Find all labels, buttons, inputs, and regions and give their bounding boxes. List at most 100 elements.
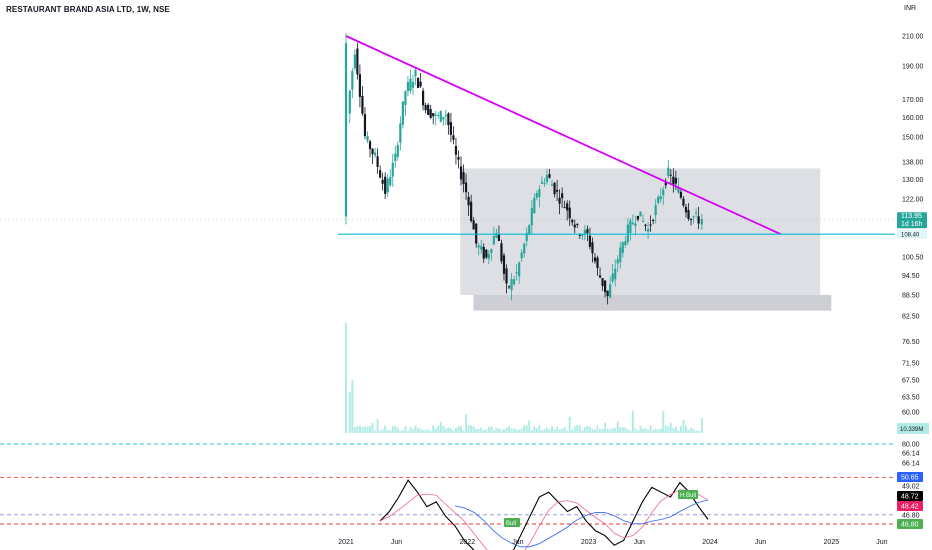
rsi-tick-label: 46.80	[902, 513, 920, 520]
candle-body	[520, 252, 523, 259]
candle-body	[581, 234, 584, 236]
volume-bar	[356, 426, 359, 433]
candle-body	[561, 193, 564, 199]
volume-bar	[568, 416, 571, 433]
candle-body	[439, 111, 442, 122]
candle-body	[492, 236, 495, 245]
volume-bar	[460, 426, 463, 433]
candle-body	[566, 203, 569, 211]
candle-body	[538, 189, 541, 197]
candle-body	[578, 234, 581, 236]
candle-body	[629, 220, 632, 233]
last-price-tag	[897, 212, 927, 229]
x-tick-label: Jun	[755, 539, 766, 546]
volume-bar	[381, 429, 384, 433]
volume-bar	[642, 428, 645, 433]
volume-bar	[477, 428, 480, 433]
volume-bar	[465, 414, 468, 433]
y-tick-label: 82.50	[902, 314, 920, 321]
y-tick-label: 160.00	[902, 115, 924, 122]
candle-body	[619, 247, 622, 263]
volume-bar	[684, 425, 687, 433]
volume-bar	[515, 429, 518, 433]
x-tick-label: 2024	[702, 539, 718, 546]
volume-bar	[583, 426, 586, 433]
volume-bar	[525, 425, 528, 433]
y-tick-label: 122.00	[902, 196, 924, 203]
x-tick-label: Jun	[634, 539, 645, 546]
volume-bar	[411, 429, 414, 433]
candle-body	[391, 162, 394, 177]
volume-bar	[687, 429, 690, 433]
volume-bar	[523, 425, 526, 433]
volume-bar	[379, 430, 382, 433]
volume-bar	[363, 426, 366, 433]
y-tick-label: 60.00	[902, 410, 920, 417]
volume-bar	[596, 425, 599, 433]
bull-label-box	[504, 518, 520, 527]
candle-body	[510, 279, 513, 291]
candle-body	[348, 90, 351, 114]
candle-body	[558, 197, 561, 204]
volume-bar	[366, 426, 369, 433]
rsi-tick-label: 66.14	[902, 451, 920, 458]
candle-body	[381, 179, 384, 184]
rsi-value-tag	[897, 491, 923, 501]
candle-body	[419, 81, 422, 87]
volume-bar	[606, 428, 609, 433]
volume-bar	[394, 426, 397, 433]
candle-body	[351, 70, 354, 90]
volume-bar	[424, 429, 427, 433]
volume-bar	[376, 419, 379, 433]
candle-body	[634, 223, 637, 227]
y-tick-label: 138.00	[902, 159, 924, 166]
candle-body	[700, 219, 703, 225]
volume-bar	[374, 430, 377, 433]
volume-bar	[404, 426, 407, 433]
candle-body	[535, 193, 538, 198]
y-tick-label: 190.00	[902, 63, 924, 70]
candle-body	[518, 262, 521, 277]
candle-body	[437, 114, 440, 116]
candle-body	[662, 189, 665, 196]
volume-bar	[439, 421, 442, 433]
volume-bar	[659, 428, 662, 433]
volume-bar	[437, 425, 440, 433]
candle-body	[684, 206, 688, 213]
candle-body	[603, 280, 607, 293]
candle-body	[409, 78, 412, 91]
candle-body	[459, 166, 463, 180]
candle-body	[512, 279, 516, 285]
candle-body	[639, 211, 642, 217]
candle-body	[573, 224, 576, 228]
volume-bar	[679, 426, 682, 433]
candle-body	[416, 77, 420, 88]
volume-bar	[345, 323, 347, 433]
volume-bar	[495, 427, 498, 433]
candle-body	[548, 174, 551, 178]
x-tick-label: 2023	[581, 539, 597, 546]
candle-body	[591, 242, 594, 254]
rsi-value-label: 48.42	[901, 504, 919, 511]
volume-bar	[551, 426, 554, 433]
candle-body	[454, 145, 458, 155]
candle-body	[669, 174, 672, 176]
support-price-value: 108.40	[901, 233, 920, 239]
candle-body	[652, 220, 655, 222]
volume-bar	[588, 426, 591, 433]
candle-body	[507, 286, 511, 288]
candle-body	[583, 230, 586, 235]
volume-bar	[664, 425, 667, 433]
rsi-value-tag	[897, 501, 923, 511]
candle-body	[477, 245, 480, 248]
volume-bar	[432, 425, 435, 433]
volume-bar	[621, 427, 624, 433]
candle-body	[540, 181, 544, 184]
volume-bar	[558, 429, 561, 433]
candle-body	[553, 182, 556, 195]
candle-body	[389, 177, 392, 186]
rsi-value-label: 48.72	[901, 494, 919, 501]
candle-body	[692, 216, 695, 218]
candle-body	[384, 176, 387, 194]
